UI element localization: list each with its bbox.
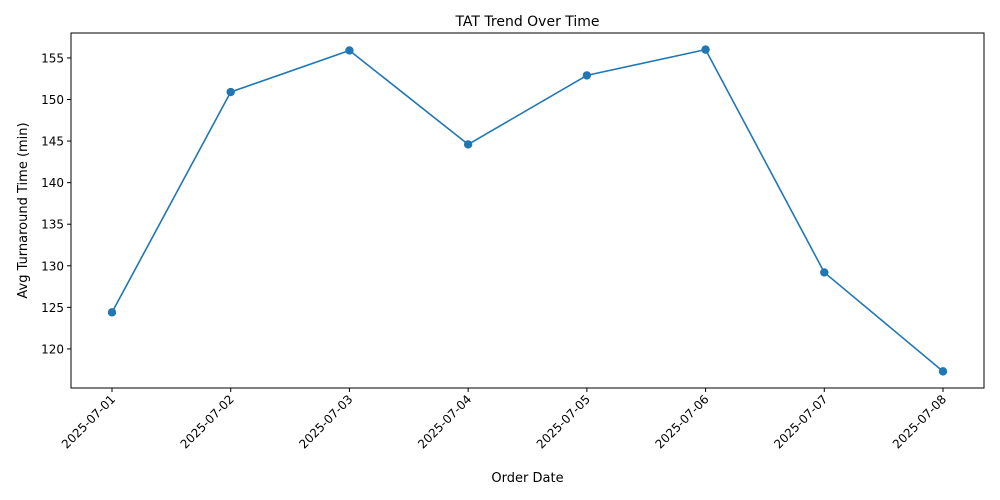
data-point [107, 308, 117, 317]
x-axis-label: Order Date [491, 471, 563, 486]
chart-title: TAT Trend Over Time [454, 14, 599, 30]
data-point [345, 46, 354, 55]
series-layer [107, 45, 948, 376]
y-tick-label: 150 [41, 93, 64, 107]
y-tick-label: 135 [41, 218, 64, 232]
data-point [938, 367, 948, 376]
data-point [820, 268, 829, 277]
x-tick-label: 2025-07-02 [178, 392, 237, 451]
data-point [701, 45, 710, 54]
y-tick-label: 140 [41, 176, 64, 190]
y-tick-label: 125 [41, 301, 64, 315]
y-axis-label: Avg Turnaround Time (min) [16, 122, 31, 298]
series-line [111, 48, 944, 372]
x-tick-label: 2025-07-05 [534, 392, 593, 451]
y-tick-label: 120 [41, 342, 64, 356]
x-tick-label: 2025-07-01 [59, 392, 118, 451]
x-tick-label: 2025-07-03 [296, 392, 355, 451]
data-point [582, 71, 592, 80]
plot-frame [70, 32, 985, 389]
plot-background [71, 33, 984, 388]
y-tick-label: 155 [41, 51, 64, 65]
x-tick-label: 2025-07-07 [771, 392, 830, 451]
x-tick-label: 2025-07-04 [415, 392, 474, 451]
y-tick-label: 145 [41, 135, 64, 149]
data-point [463, 140, 473, 149]
x-tick-label: 2025-07-08 [890, 392, 949, 451]
x-tick-label: 2025-07-06 [652, 392, 711, 451]
y-tick-label: 130 [41, 259, 64, 273]
data-point [226, 87, 235, 97]
